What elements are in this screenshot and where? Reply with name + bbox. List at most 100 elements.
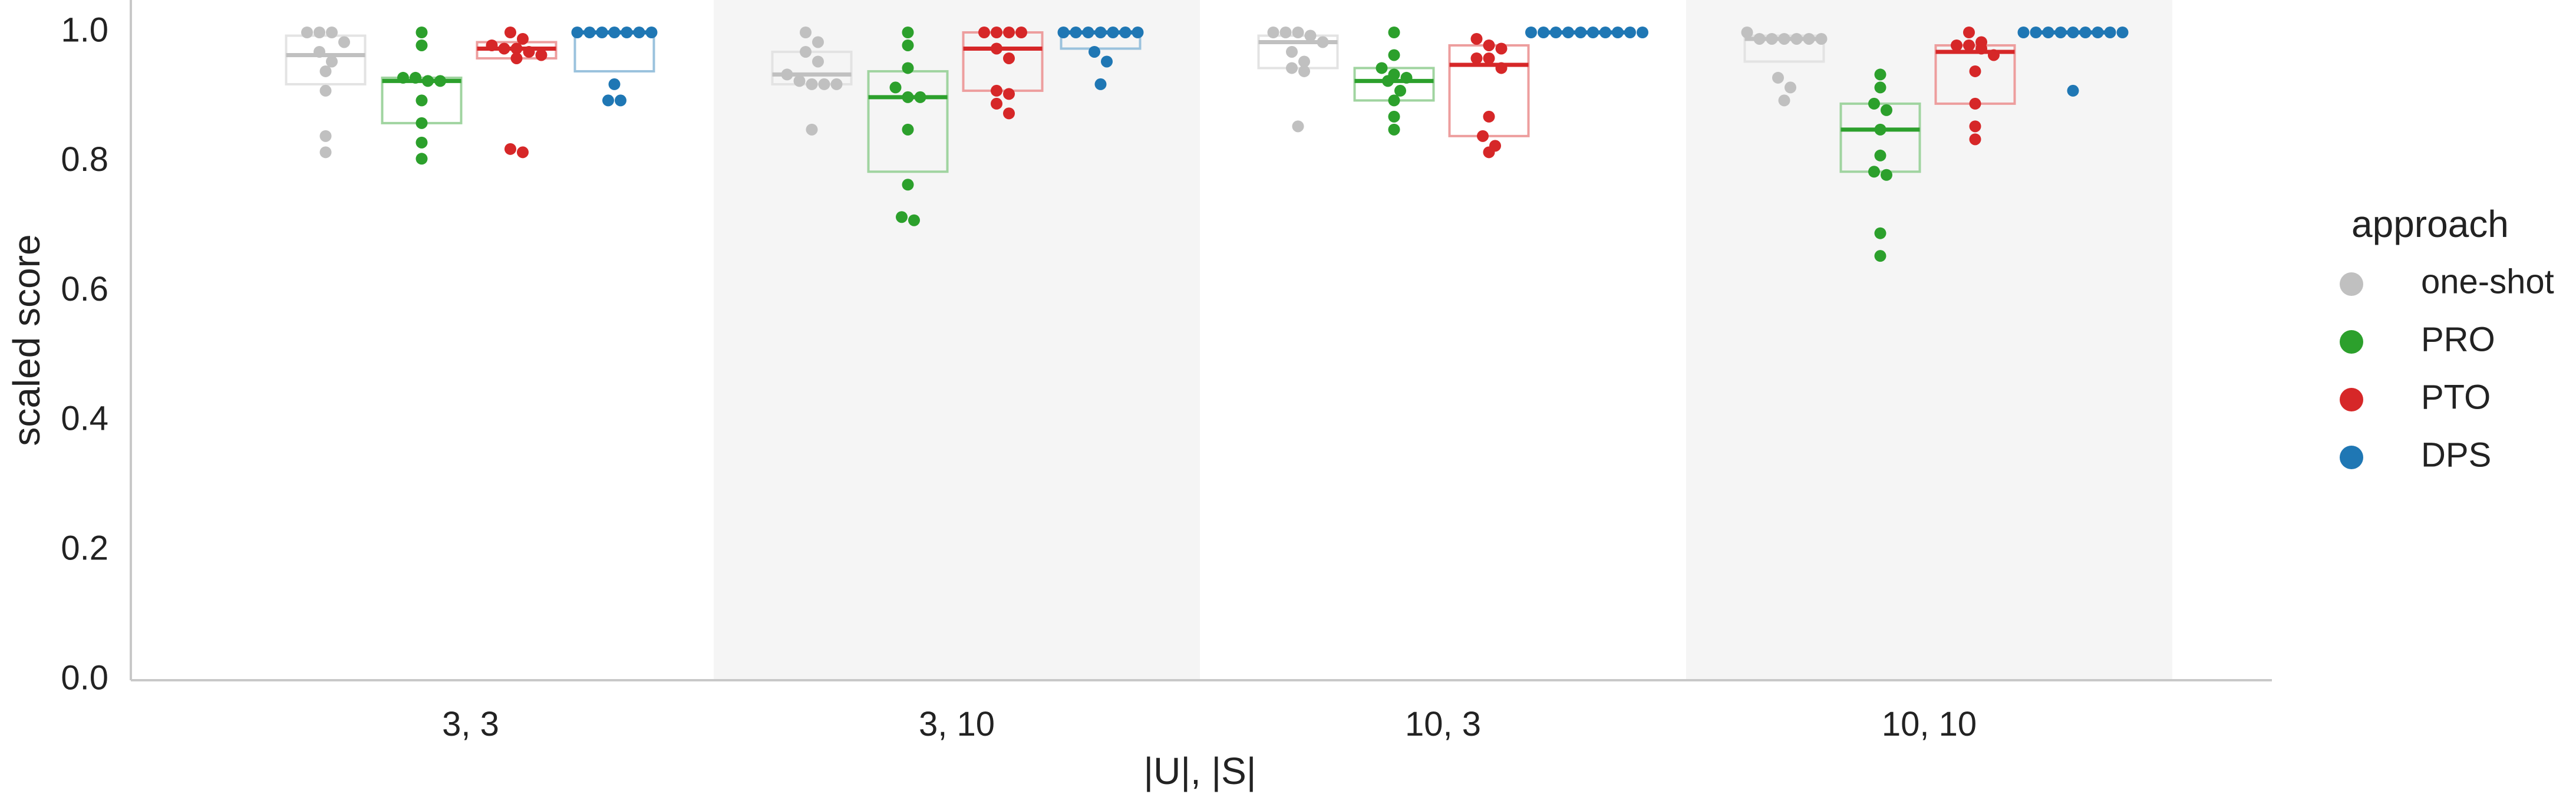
point-DPS-1 — [602, 94, 614, 107]
box-PTO-2 — [962, 31, 1044, 92]
point-DPS-3 — [1525, 27, 1537, 38]
point-one-shot-1 — [319, 65, 332, 77]
point-one-shot-4 — [1785, 81, 1796, 94]
point-PTO-2 — [991, 42, 1002, 55]
point-DPS-1 — [608, 27, 621, 38]
point-PTO-1 — [510, 42, 523, 55]
point-PTO-4 — [1975, 42, 1987, 55]
point-one-shot-3 — [1267, 27, 1279, 38]
point-PRO-1 — [415, 136, 428, 149]
y-tick-label: 1.0 — [61, 11, 108, 49]
point-PTO-2 — [1003, 52, 1015, 64]
point-PTO-1 — [498, 42, 510, 55]
point-one-shot-2 — [806, 123, 818, 136]
box-PRO-4 — [1839, 102, 1921, 173]
point-one-shot-4 — [1790, 32, 1803, 45]
point-DPS-1 — [571, 27, 583, 38]
y-tick-label: 0.8 — [61, 140, 108, 179]
point-PTO-3 — [1470, 52, 1483, 64]
point-one-shot-1 — [319, 84, 332, 97]
y-tick-label: 0.0 — [61, 658, 108, 697]
swarm-points — [301, 27, 2129, 262]
point-one-shot-1 — [326, 27, 338, 38]
point-DPS-3 — [1538, 27, 1549, 38]
point-one-shot-2 — [812, 55, 824, 68]
point-PTO-2 — [991, 27, 1002, 38]
point-PRO-4 — [1868, 97, 1880, 110]
legend-label-DPS: DPS — [2421, 436, 2491, 474]
point-one-shot-3 — [1298, 65, 1310, 77]
point-PTO-4 — [1963, 27, 1975, 38]
point-DPS-1 — [583, 27, 596, 38]
point-DPS-4 — [2054, 27, 2067, 38]
y-axis-title: scaled score — [5, 234, 48, 446]
point-DPS-2 — [1057, 27, 1070, 38]
legend: approach one-shot PRO PTO DPS — [2340, 203, 2554, 474]
point-DPS-3 — [1575, 27, 1587, 38]
legend-label-one-shot: one-shot — [2421, 262, 2554, 301]
point-PRO-2 — [896, 211, 908, 223]
point-DPS-2 — [1094, 27, 1107, 38]
x-tick-label: 10, 10 — [1882, 705, 1977, 743]
point-PRO-3 — [1388, 49, 1400, 61]
point-PRO-4 — [1874, 227, 1886, 239]
point-DPS-3 — [1624, 27, 1636, 38]
point-DPS-3 — [1612, 27, 1624, 38]
point-PTO-2 — [1015, 27, 1027, 38]
point-PTO-1 — [517, 146, 529, 159]
point-PTO-1 — [535, 49, 547, 61]
point-one-shot-2 — [800, 27, 812, 38]
point-PTO-3 — [1483, 146, 1495, 159]
point-DPS-4 — [2067, 84, 2079, 97]
point-PRO-3 — [1388, 94, 1400, 107]
point-one-shot-2 — [781, 68, 793, 81]
point-DPS-3 — [1599, 27, 1611, 38]
point-one-shot-3 — [1279, 27, 1292, 38]
point-one-shot-2 — [793, 75, 806, 87]
point-PRO-4 — [1874, 81, 1886, 94]
point-PTO-1 — [510, 52, 523, 64]
point-PRO-2 — [902, 62, 914, 74]
point-one-shot-3 — [1286, 62, 1298, 74]
x-tick-label: 10, 3 — [1405, 705, 1481, 743]
point-PRO-4 — [1881, 169, 1892, 181]
y-tick-label: 0.6 — [61, 270, 108, 308]
point-PRO-3 — [1376, 62, 1388, 74]
point-PRO-4 — [1874, 149, 1886, 162]
point-DPS-4 — [2030, 27, 2042, 38]
point-PTO-1 — [517, 32, 529, 45]
point-one-shot-4 — [1803, 32, 1815, 45]
point-PTO-2 — [978, 27, 990, 38]
y-tick-label: 0.4 — [61, 400, 108, 438]
point-one-shot-2 — [800, 45, 812, 58]
point-PTO-2 — [1003, 107, 1015, 120]
point-DPS-2 — [1089, 45, 1100, 58]
point-DPS-3 — [1562, 27, 1574, 38]
point-DPS-2 — [1107, 27, 1119, 38]
point-PRO-1 — [415, 39, 428, 51]
point-one-shot-4 — [1772, 71, 1784, 84]
point-one-shot-1 — [338, 36, 350, 48]
category-bands — [714, 0, 2172, 680]
point-PTO-3 — [1483, 52, 1495, 64]
point-one-shot-2 — [830, 78, 843, 90]
point-PRO-2 — [908, 214, 920, 226]
point-PTO-3 — [1495, 42, 1508, 55]
point-PTO-4 — [1969, 120, 1981, 133]
point-PTO-4 — [1951, 39, 1962, 51]
point-PTO-1 — [486, 39, 498, 51]
point-one-shot-3 — [1317, 36, 1329, 48]
y-tick-label: 0.2 — [61, 529, 108, 568]
point-PRO-2 — [902, 39, 914, 51]
point-PRO-1 — [415, 153, 428, 165]
x-tick-label: 3, 10 — [919, 705, 995, 743]
point-PRO-4 — [1881, 104, 1892, 116]
point-DPS-4 — [2042, 27, 2054, 38]
point-PTO-3 — [1483, 39, 1495, 51]
point-DPS-1 — [615, 94, 626, 107]
point-one-shot-2 — [818, 78, 830, 90]
point-PRO-4 — [1874, 250, 1886, 262]
point-DPS-1 — [608, 78, 621, 90]
point-one-shot-4 — [1815, 32, 1828, 45]
point-PRO-3 — [1394, 84, 1406, 97]
